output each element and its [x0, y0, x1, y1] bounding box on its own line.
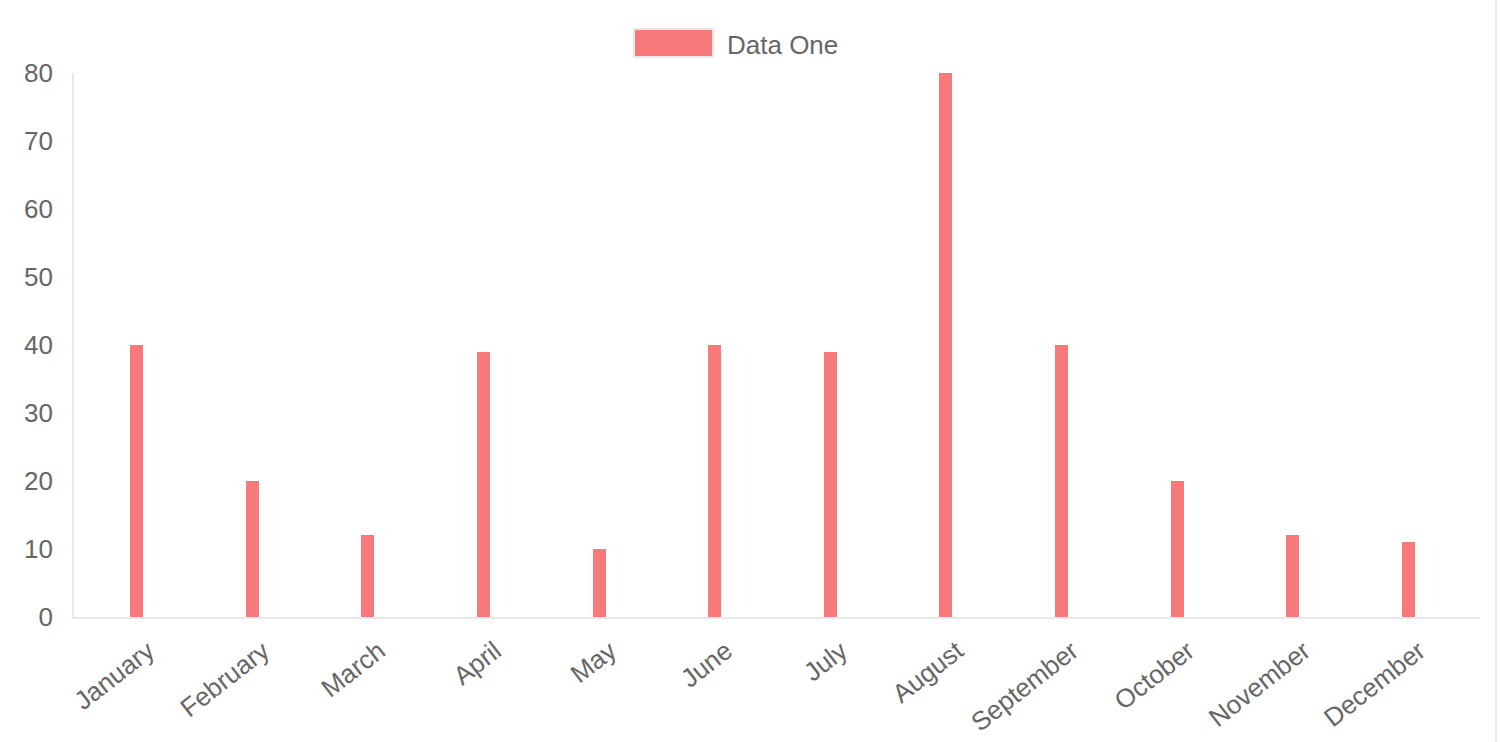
bar-may[interactable] — [593, 549, 606, 617]
page-right-border — [1495, 0, 1497, 742]
x-axis-line — [72, 617, 1480, 619]
bar-april[interactable] — [477, 352, 490, 617]
y-tick-0: 0 — [0, 602, 53, 632]
bar-september[interactable] — [1055, 345, 1068, 617]
y-tick-60: 60 — [0, 194, 53, 224]
legend-label: Data One — [727, 26, 838, 60]
y-axis-line — [72, 73, 74, 619]
y-tick-20: 20 — [0, 466, 53, 496]
bar-june[interactable] — [708, 345, 721, 617]
y-tick-30: 30 — [0, 398, 53, 428]
bar-february[interactable] — [246, 481, 259, 617]
bar-october[interactable] — [1171, 481, 1184, 617]
legend-item-data-one[interactable]: Data One — [633, 26, 838, 60]
y-tick-80: 80 — [0, 58, 53, 88]
legend-color-swatch — [633, 28, 714, 58]
chart-legend: Data One — [633, 26, 838, 60]
bar-july[interactable] — [824, 352, 837, 617]
y-tick-70: 70 — [0, 126, 53, 156]
x-tick-january: January — [0, 636, 159, 742]
bar-december[interactable] — [1402, 542, 1415, 617]
bar-chart-canvas: Data One 01020304050607080 JanuaryFebrua… — [0, 0, 1500, 742]
bar-march[interactable] — [361, 535, 374, 617]
y-tick-40: 40 — [0, 330, 53, 360]
bar-november[interactable] — [1286, 535, 1299, 617]
y-tick-50: 50 — [0, 262, 53, 292]
bar-january[interactable] — [130, 345, 143, 617]
y-tick-10: 10 — [0, 534, 53, 564]
bar-august[interactable] — [939, 73, 952, 617]
